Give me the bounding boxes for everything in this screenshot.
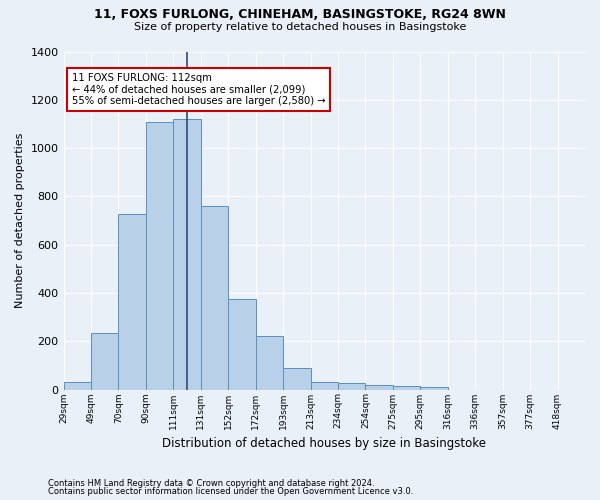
Text: 11, FOXS FURLONG, CHINEHAM, BASINGSTOKE, RG24 8WN: 11, FOXS FURLONG, CHINEHAM, BASINGSTOKE,…: [94, 8, 506, 20]
Bar: [201, 206, 228, 390]
Bar: [91, 333, 118, 390]
Bar: [338, 384, 365, 390]
Bar: [64, 382, 91, 390]
Text: Contains public sector information licensed under the Open Government Licence v3: Contains public sector information licen…: [48, 487, 413, 496]
Bar: [146, 122, 173, 390]
Y-axis label: Number of detached properties: Number of detached properties: [15, 133, 25, 308]
Bar: [421, 387, 448, 390]
Bar: [228, 299, 256, 390]
Bar: [393, 386, 421, 390]
Bar: [118, 214, 146, 390]
Bar: [173, 119, 201, 390]
Bar: [365, 384, 393, 390]
Bar: [311, 382, 338, 390]
Text: Size of property relative to detached houses in Basingstoke: Size of property relative to detached ho…: [134, 22, 466, 32]
Text: 11 FOXS FURLONG: 112sqm
← 44% of detached houses are smaller (2,099)
55% of semi: 11 FOXS FURLONG: 112sqm ← 44% of detache…: [72, 73, 325, 106]
Text: Contains HM Land Registry data © Crown copyright and database right 2024.: Contains HM Land Registry data © Crown c…: [48, 478, 374, 488]
Bar: [283, 368, 311, 390]
X-axis label: Distribution of detached houses by size in Basingstoke: Distribution of detached houses by size …: [162, 437, 486, 450]
Bar: [256, 336, 283, 390]
